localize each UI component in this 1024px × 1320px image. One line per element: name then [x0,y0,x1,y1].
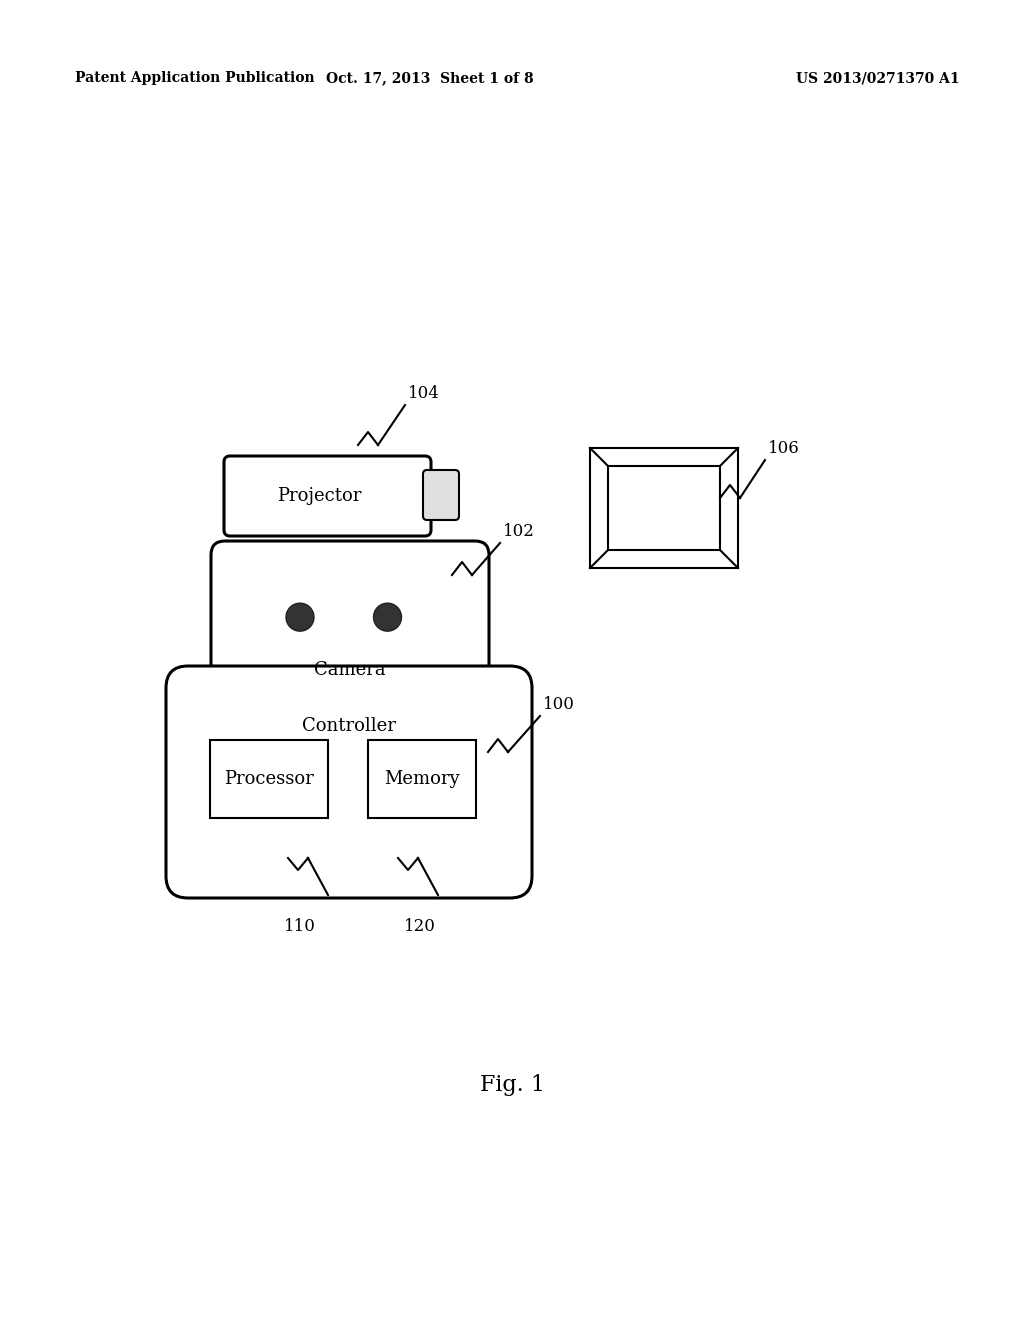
Text: Processor: Processor [224,770,314,788]
FancyBboxPatch shape [423,470,459,520]
Bar [368,741,476,818]
Text: Patent Application Publication: Patent Application Publication [75,71,314,84]
Text: Camera: Camera [314,661,386,680]
Text: 120: 120 [404,917,436,935]
Text: Memory: Memory [384,770,460,788]
Circle shape [374,603,401,631]
Bar [210,741,328,818]
Bar [590,447,738,568]
Text: Controller: Controller [302,717,396,735]
Text: 102: 102 [503,523,535,540]
Text: Oct. 17, 2013  Sheet 1 of 8: Oct. 17, 2013 Sheet 1 of 8 [327,71,534,84]
Text: 106: 106 [768,440,800,457]
Circle shape [286,603,314,631]
FancyBboxPatch shape [224,455,431,536]
Text: Fig. 1: Fig. 1 [479,1074,545,1096]
Text: 110: 110 [284,917,316,935]
Text: 100: 100 [543,696,574,713]
Bar [608,466,720,550]
FancyBboxPatch shape [166,667,532,898]
Text: Projector: Projector [278,487,361,506]
Text: US 2013/0271370 A1: US 2013/0271370 A1 [797,71,961,84]
FancyBboxPatch shape [211,541,489,717]
Text: 104: 104 [408,385,440,403]
